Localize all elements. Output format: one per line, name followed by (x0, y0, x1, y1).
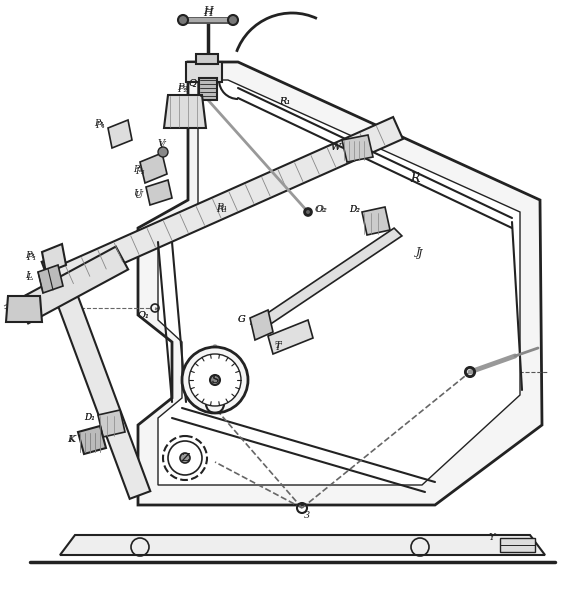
Text: Z: Z (181, 453, 189, 463)
Polygon shape (196, 54, 218, 64)
Text: G: G (238, 316, 246, 325)
Circle shape (158, 147, 168, 157)
Text: O₂: O₂ (316, 205, 328, 214)
Text: V: V (157, 139, 165, 148)
Text: P₁: P₁ (26, 251, 36, 260)
Polygon shape (158, 80, 520, 485)
Text: P₁: P₁ (26, 253, 37, 262)
Text: P₂: P₂ (177, 83, 187, 92)
Text: G: G (238, 316, 246, 325)
Text: J: J (416, 247, 420, 257)
Polygon shape (16, 247, 128, 323)
Polygon shape (362, 207, 390, 235)
Text: K: K (67, 436, 74, 445)
Polygon shape (268, 320, 313, 354)
Bar (199, 78, 217, 100)
Circle shape (305, 209, 311, 215)
Polygon shape (186, 62, 222, 82)
Text: R: R (410, 172, 420, 185)
Text: O₁: O₁ (138, 311, 150, 319)
Polygon shape (78, 426, 106, 454)
Text: R₁: R₁ (216, 205, 228, 214)
Polygon shape (6, 296, 42, 322)
Text: V: V (159, 140, 165, 149)
Polygon shape (38, 265, 63, 293)
Text: H: H (203, 6, 213, 16)
Text: Q: Q (188, 79, 196, 88)
Text: P₃: P₃ (135, 167, 145, 176)
Text: W: W (330, 143, 340, 152)
Polygon shape (140, 153, 167, 183)
Text: R₁: R₁ (216, 203, 228, 212)
Text: S: S (211, 375, 219, 385)
Text: T: T (275, 343, 281, 352)
Text: J: J (418, 249, 422, 259)
Circle shape (228, 15, 238, 25)
Polygon shape (250, 310, 273, 340)
Text: Q: Q (188, 79, 196, 88)
Text: U: U (134, 191, 142, 199)
Text: R₁: R₁ (280, 97, 290, 107)
Polygon shape (146, 180, 172, 205)
Text: Z: Z (181, 453, 189, 463)
Text: 3: 3 (304, 511, 310, 520)
Text: R₁: R₁ (280, 97, 290, 107)
Text: L: L (26, 274, 33, 283)
Text: D₁: D₁ (84, 413, 95, 422)
Circle shape (180, 453, 190, 463)
Polygon shape (42, 254, 150, 499)
Text: D₁: D₁ (84, 413, 95, 422)
Text: P₃: P₃ (133, 166, 143, 175)
Circle shape (210, 375, 220, 385)
Text: D₂: D₂ (349, 205, 360, 214)
Text: S: S (211, 375, 219, 385)
Polygon shape (342, 135, 373, 162)
Text: P₄: P₄ (95, 121, 105, 130)
Text: L: L (25, 271, 32, 280)
Polygon shape (251, 228, 402, 332)
Polygon shape (42, 244, 66, 273)
Polygon shape (500, 538, 535, 552)
Text: O₁: O₁ (137, 311, 149, 320)
Text: O₂: O₂ (315, 205, 327, 214)
Text: U: U (133, 190, 141, 199)
Polygon shape (98, 410, 125, 437)
Polygon shape (138, 62, 542, 505)
Text: H: H (203, 8, 213, 18)
Polygon shape (60, 535, 545, 555)
Polygon shape (47, 117, 403, 293)
Text: D₂: D₂ (349, 205, 360, 214)
Text: P₂: P₂ (177, 85, 187, 94)
Circle shape (182, 347, 248, 413)
Text: T: T (275, 341, 281, 350)
Circle shape (189, 354, 241, 406)
Text: Y: Y (488, 533, 495, 542)
Polygon shape (108, 120, 132, 148)
Circle shape (178, 15, 188, 25)
Text: W: W (330, 143, 340, 152)
Polygon shape (164, 95, 206, 128)
Text: R: R (410, 172, 420, 185)
Text: K: K (68, 436, 75, 445)
Text: P₄: P₄ (94, 119, 104, 128)
